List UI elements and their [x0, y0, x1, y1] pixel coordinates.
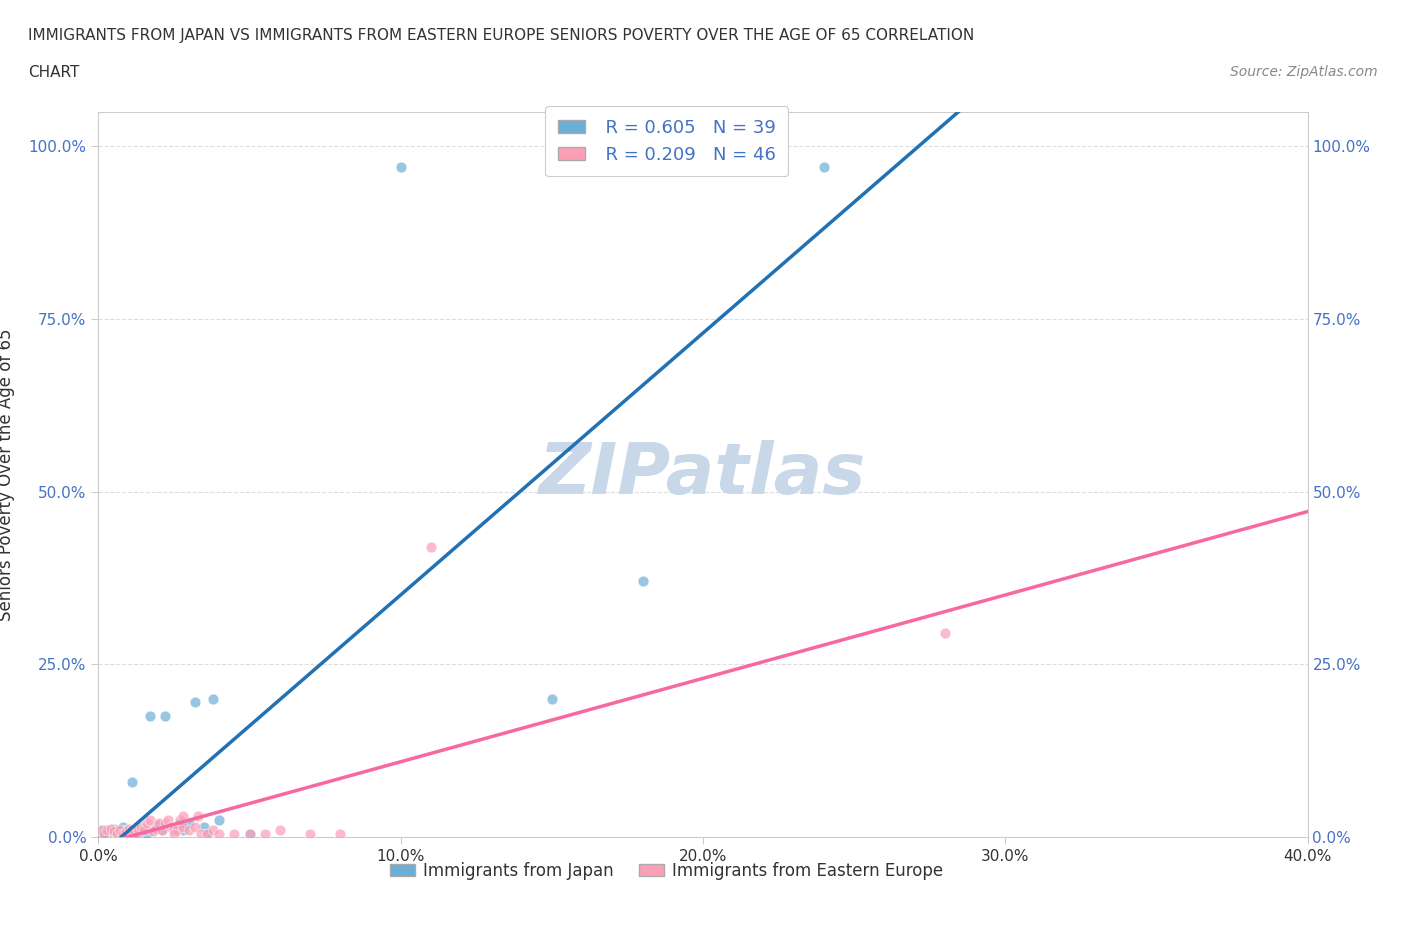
Point [90, 823, 112, 838]
Point [166, 823, 188, 838]
Point [142, 823, 165, 838]
Point [124, 826, 146, 841]
Point [129, 823, 152, 838]
Point [202, 691, 225, 706]
Point [172, 819, 194, 834]
Point [100, 821, 122, 836]
Point [127, 826, 149, 841]
Point [114, 824, 136, 839]
Point [118, 826, 141, 841]
Point [105, 823, 128, 838]
Point [121, 823, 143, 838]
Point [208, 812, 231, 827]
Point [163, 823, 186, 838]
Point [163, 821, 186, 836]
Text: ZIPatlas: ZIPatlas [540, 440, 866, 509]
Point [108, 825, 131, 840]
Point [93, 826, 115, 841]
Point [179, 816, 201, 830]
Point [108, 823, 131, 838]
Point [202, 823, 225, 838]
Point [160, 819, 183, 834]
Point [156, 812, 179, 827]
Point [169, 816, 191, 830]
Text: Source: ZipAtlas.com: Source: ZipAtlas.com [1230, 65, 1378, 79]
Point [193, 819, 215, 834]
Point [93, 823, 115, 838]
Point [142, 824, 165, 839]
Point [540, 691, 562, 706]
Point [166, 819, 188, 834]
Point [150, 823, 173, 838]
Point [190, 826, 212, 841]
Point [121, 775, 143, 790]
Point [195, 826, 218, 841]
Point [129, 819, 152, 834]
Point [269, 823, 291, 838]
Point [100, 824, 122, 839]
Point [135, 826, 157, 841]
Point [389, 159, 412, 174]
Point [934, 626, 956, 641]
Point [172, 823, 194, 838]
Point [752, 159, 775, 174]
Point [208, 826, 231, 841]
Point [114, 823, 136, 838]
Point [132, 821, 155, 836]
Point [239, 826, 262, 841]
Y-axis label: Seniors Poverty Over the Age of 65: Seniors Poverty Over the Age of 65 [0, 328, 14, 620]
Point [105, 826, 128, 841]
Point [118, 821, 141, 836]
Point [153, 709, 176, 724]
Point [148, 816, 170, 830]
Point [195, 826, 218, 841]
Point [118, 823, 141, 838]
Point [172, 809, 194, 824]
Point [179, 823, 201, 838]
Point [239, 826, 262, 841]
Point [184, 819, 207, 834]
Point [631, 574, 654, 589]
Point [813, 159, 835, 174]
Point [132, 823, 155, 838]
Point [184, 695, 207, 710]
Point [148, 817, 170, 832]
Point [103, 824, 125, 839]
Point [187, 809, 209, 824]
Point [90, 826, 112, 841]
Point [145, 819, 167, 834]
Point [420, 539, 443, 554]
Point [153, 816, 176, 830]
Text: CHART: CHART [28, 65, 80, 80]
Point [150, 823, 173, 838]
Point [253, 826, 276, 841]
Point [163, 826, 186, 841]
Point [329, 826, 352, 841]
Point [135, 816, 157, 830]
Point [127, 823, 149, 838]
Point [111, 819, 134, 834]
Point [96, 823, 118, 838]
Point [299, 826, 322, 841]
Point [111, 826, 134, 841]
Point [224, 826, 246, 841]
Legend: Immigrants from Japan, Immigrants from Eastern Europe: Immigrants from Japan, Immigrants from E… [384, 856, 950, 886]
Point [139, 812, 162, 827]
Point [96, 826, 118, 841]
Point [169, 812, 191, 827]
Point [139, 709, 162, 724]
Point [103, 821, 125, 836]
Text: IMMIGRANTS FROM JAPAN VS IMMIGRANTS FROM EASTERN EUROPE SENIORS POVERTY OVER THE: IMMIGRANTS FROM JAPAN VS IMMIGRANTS FROM… [28, 28, 974, 43]
Point [124, 826, 146, 841]
Point [93, 826, 115, 841]
Point [145, 821, 167, 836]
